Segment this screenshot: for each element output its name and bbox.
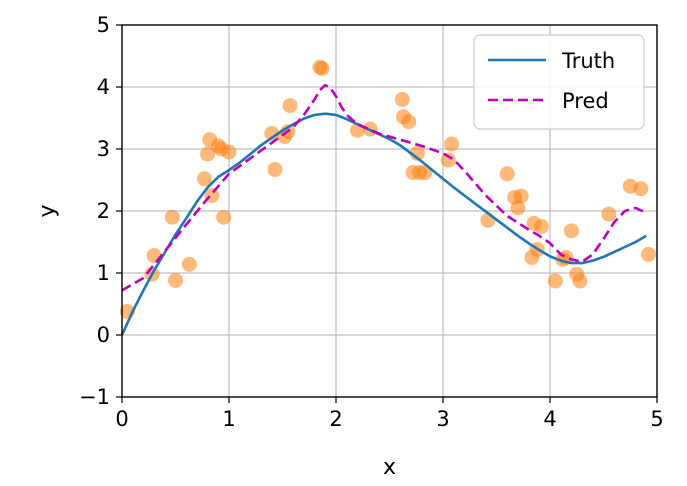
plot-area bbox=[119, 59, 656, 336]
data-point bbox=[513, 188, 529, 204]
y-tick-label: 0 bbox=[97, 323, 110, 347]
data-point bbox=[440, 152, 456, 168]
data-point bbox=[394, 91, 410, 107]
data-point bbox=[168, 272, 183, 288]
x-tick-label: 3 bbox=[436, 407, 449, 431]
data-point bbox=[409, 145, 425, 161]
data-point bbox=[444, 136, 460, 152]
x-tick-label: 4 bbox=[543, 407, 556, 431]
data-point bbox=[200, 146, 216, 162]
legend-box bbox=[473, 34, 645, 130]
y-tick-label: 5 bbox=[97, 13, 110, 37]
data-point bbox=[601, 206, 617, 222]
data-point bbox=[547, 273, 563, 289]
data-point bbox=[221, 144, 237, 160]
legend-label-pred: Pred bbox=[562, 89, 609, 113]
data-point bbox=[417, 165, 433, 181]
x-tick-label: 2 bbox=[329, 407, 342, 431]
data-point bbox=[282, 98, 298, 114]
y-tick-label: −1 bbox=[79, 385, 110, 409]
x-axis-label: x bbox=[383, 455, 396, 480]
data-point bbox=[510, 200, 526, 216]
data-point bbox=[480, 212, 496, 228]
data-point bbox=[640, 246, 656, 262]
y-tick-label: 3 bbox=[97, 137, 110, 161]
legend: Truth Pred bbox=[473, 34, 645, 130]
y-tick-label: 4 bbox=[97, 75, 110, 99]
x-tick-label: 1 bbox=[222, 407, 235, 431]
y-axis-label: y bbox=[35, 204, 60, 217]
data-point bbox=[164, 209, 180, 225]
legend-label-truth: Truth bbox=[561, 49, 615, 73]
x-tick-label: 5 bbox=[650, 407, 663, 431]
data-point bbox=[563, 223, 579, 239]
series-line-truth bbox=[120, 112, 647, 336]
x-tick-label: 0 bbox=[115, 407, 128, 431]
data-point bbox=[196, 171, 212, 187]
data-point bbox=[314, 60, 330, 76]
data-point bbox=[216, 209, 232, 225]
data-point bbox=[264, 126, 280, 141]
y-tick-label: 1 bbox=[97, 261, 110, 285]
data-point bbox=[572, 273, 588, 289]
data-point bbox=[533, 219, 549, 234]
series-line-pred bbox=[121, 83, 647, 292]
data-point bbox=[499, 166, 515, 182]
data-point bbox=[267, 161, 283, 177]
data-point bbox=[181, 256, 197, 272]
y-tick-label: 2 bbox=[97, 199, 110, 223]
data-point bbox=[633, 181, 649, 197]
data-point bbox=[401, 114, 417, 130]
